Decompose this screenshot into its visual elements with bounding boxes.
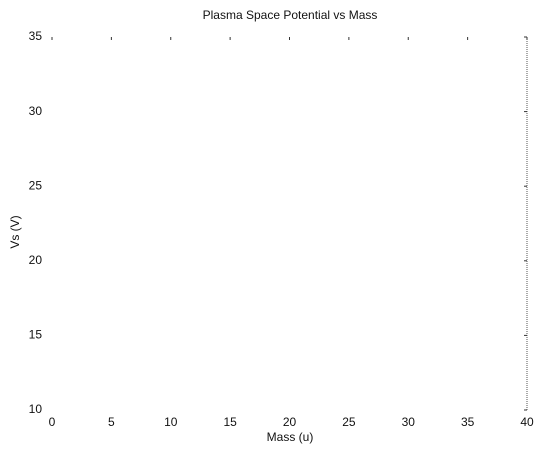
y-axis-label: Vs (V)	[8, 215, 22, 248]
x-tick-label: 35	[461, 415, 475, 429]
x-tick-label: 10	[164, 415, 178, 429]
x-tick-label: 25	[342, 415, 356, 429]
x-tick-label: 15	[223, 415, 237, 429]
y-tick-label: 35	[29, 29, 43, 43]
chart-title: Plasma Space Potential vs Mass	[203, 8, 378, 22]
y-tick-label: 30	[29, 104, 43, 118]
y-tick-label: 10	[29, 402, 43, 416]
x-tick-label: 0	[49, 415, 56, 429]
x-tick-label: 40	[520, 415, 534, 429]
y-tick-label: 25	[29, 178, 43, 192]
x-tick-label: 20	[283, 415, 297, 429]
x-tick-label: 5	[108, 415, 115, 429]
y-tick-label: 20	[29, 253, 43, 267]
y-tick-label: 15	[29, 328, 43, 342]
x-tick-label: 30	[402, 415, 416, 429]
x-axis-label: Mass (u)	[267, 430, 314, 444]
